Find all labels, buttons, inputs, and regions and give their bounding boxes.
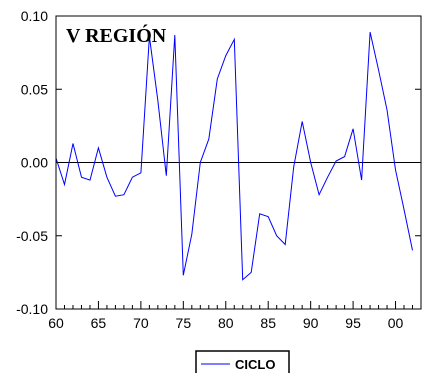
y-tick-label: -0.05 bbox=[16, 228, 48, 244]
x-tick-label: 70 bbox=[133, 315, 149, 331]
y-tick-label: 0.05 bbox=[21, 81, 48, 97]
x-tick-label: 95 bbox=[345, 315, 361, 331]
x-tick-label: 65 bbox=[91, 315, 107, 331]
series-line-ciclo bbox=[55, 31, 413, 281]
y-tick-label: 0.10 bbox=[21, 8, 48, 24]
y-tick-label: 0.00 bbox=[21, 155, 48, 171]
x-tick-label: 75 bbox=[176, 315, 192, 331]
y-axis-tick-labels: 0.10 0.05 0.00 -0.05 -0.10 bbox=[16, 8, 48, 317]
legend-label-ciclo: CICLO bbox=[235, 357, 275, 372]
legend-box bbox=[195, 350, 290, 373]
x-tick-label: 90 bbox=[303, 315, 319, 331]
legend: CICLO bbox=[195, 350, 290, 373]
x-tick-label: 60 bbox=[48, 315, 64, 331]
x-tick-label: 85 bbox=[260, 315, 276, 331]
plot-frame bbox=[55, 15, 422, 310]
y-tick-label: -0.10 bbox=[16, 301, 48, 317]
x-tick-label: 00 bbox=[388, 315, 404, 331]
chart-title: V REGIÓN bbox=[66, 23, 167, 47]
axis-ticks bbox=[55, 15, 422, 310]
x-tick-label: 80 bbox=[218, 315, 234, 331]
x-axis-tick-labels: 60 65 70 75 80 85 90 95 00 bbox=[48, 315, 403, 331]
